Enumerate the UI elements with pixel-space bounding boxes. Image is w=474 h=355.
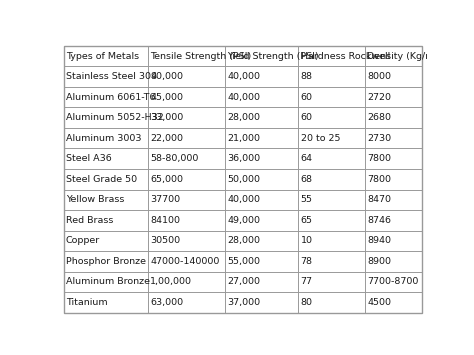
- Text: Yellow Brass: Yellow Brass: [66, 195, 124, 204]
- Text: 60: 60: [301, 113, 313, 122]
- Text: 7800: 7800: [367, 154, 391, 163]
- Text: 27,000: 27,000: [227, 277, 260, 286]
- Text: 55,000: 55,000: [227, 257, 260, 266]
- Text: 1,00,000: 1,00,000: [150, 277, 192, 286]
- Text: 68: 68: [301, 175, 313, 184]
- Text: Phosphor Bronze: Phosphor Bronze: [66, 257, 146, 266]
- Text: Aluminum 5052-H32: Aluminum 5052-H32: [66, 113, 164, 122]
- Text: 10: 10: [301, 236, 313, 245]
- Text: 2680: 2680: [367, 113, 391, 122]
- Text: 22,000: 22,000: [150, 134, 183, 143]
- Text: 8900: 8900: [367, 257, 391, 266]
- Text: 37700: 37700: [150, 195, 180, 204]
- Text: 2730: 2730: [367, 134, 391, 143]
- Text: Yield Strength (PSI): Yield Strength (PSI): [227, 51, 319, 61]
- Text: 63,000: 63,000: [150, 298, 183, 307]
- Text: 30500: 30500: [150, 236, 180, 245]
- Text: Red Brass: Red Brass: [66, 216, 113, 225]
- Text: 36,000: 36,000: [227, 154, 260, 163]
- Text: Tensile Strength (PSI): Tensile Strength (PSI): [150, 51, 251, 61]
- Text: 45,000: 45,000: [150, 93, 183, 102]
- Text: 55: 55: [301, 195, 313, 204]
- Text: Titanium: Titanium: [66, 298, 108, 307]
- Text: 4500: 4500: [367, 298, 391, 307]
- Text: 8940: 8940: [367, 236, 391, 245]
- Text: Density (Kg/m³): Density (Kg/m³): [367, 51, 442, 61]
- Text: 40,000: 40,000: [227, 72, 260, 81]
- Text: 47000-140000: 47000-140000: [150, 257, 219, 266]
- Text: 64: 64: [301, 154, 313, 163]
- Text: 37,000: 37,000: [227, 298, 260, 307]
- Text: 8746: 8746: [367, 216, 391, 225]
- Text: 50,000: 50,000: [227, 175, 260, 184]
- Text: 40,000: 40,000: [227, 93, 260, 102]
- Text: 20 to 25: 20 to 25: [301, 134, 340, 143]
- Text: Aluminum 3003: Aluminum 3003: [66, 134, 141, 143]
- Text: 28,000: 28,000: [227, 236, 260, 245]
- Text: 40,000: 40,000: [227, 195, 260, 204]
- Text: Steel Grade 50: Steel Grade 50: [66, 175, 137, 184]
- Text: 90,000: 90,000: [150, 72, 183, 81]
- Text: 49,000: 49,000: [227, 216, 260, 225]
- Text: 8470: 8470: [367, 195, 391, 204]
- Text: 65,000: 65,000: [150, 175, 183, 184]
- Text: Types of Metals: Types of Metals: [66, 51, 139, 61]
- Text: Steel A36: Steel A36: [66, 154, 111, 163]
- Text: 28,000: 28,000: [227, 113, 260, 122]
- Text: Copper: Copper: [66, 236, 100, 245]
- Text: 77: 77: [301, 277, 313, 286]
- Text: 7800: 7800: [367, 175, 391, 184]
- Text: 88: 88: [301, 72, 313, 81]
- Text: 65: 65: [301, 216, 313, 225]
- Text: Hardness Rockwell: Hardness Rockwell: [301, 51, 390, 61]
- Text: 60: 60: [301, 93, 313, 102]
- Text: 21,000: 21,000: [227, 134, 260, 143]
- Text: 2720: 2720: [367, 93, 391, 102]
- Text: Stainless Steel 304: Stainless Steel 304: [66, 72, 157, 81]
- Text: 8000: 8000: [367, 72, 391, 81]
- Text: 58-80,000: 58-80,000: [150, 154, 199, 163]
- Text: 80: 80: [301, 298, 313, 307]
- Text: 33,000: 33,000: [150, 113, 183, 122]
- Text: Aluminum 6061-T6: Aluminum 6061-T6: [66, 93, 155, 102]
- Text: 7700-8700: 7700-8700: [367, 277, 419, 286]
- Text: Aluminum Bronze: Aluminum Bronze: [66, 277, 150, 286]
- Text: 84100: 84100: [150, 216, 180, 225]
- Text: 78: 78: [301, 257, 313, 266]
